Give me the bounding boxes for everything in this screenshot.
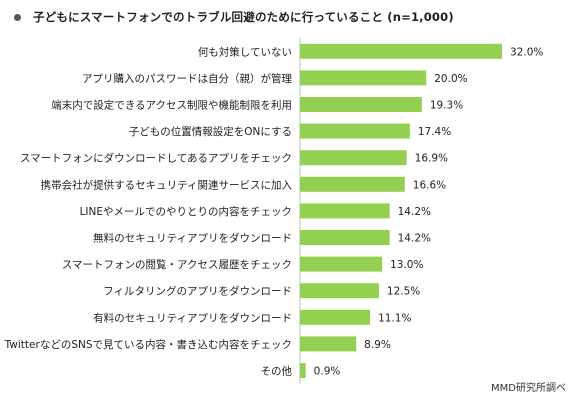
chart-title-area: 子どもにスマートフォンでのトラブル回避のために行っていること (n=1,000) — [14, 6, 454, 28]
value-label: 8.9% — [364, 339, 391, 351]
chart-title: 子どもにスマートフォンでのトラブル回避のために行っていること (n=1,000) — [33, 10, 454, 24]
value-label: 20.0% — [434, 73, 467, 85]
value-label: 12.5% — [387, 286, 420, 298]
bar — [300, 256, 383, 272]
bullet-icon — [14, 13, 21, 21]
category-label: 何も対策していない — [198, 45, 292, 58]
source-note: MMD研究所調べ — [491, 383, 566, 394]
category-label: 端末内で設定できるアクセス制限や機能制限を利用 — [51, 99, 292, 112]
category-label: 無料のセキュリティアプリをダウンロード — [93, 232, 292, 245]
bar — [300, 176, 405, 192]
category-label: スマートフォンにダウンロードしてあるアプリをチェック — [20, 152, 292, 165]
value-label: 14.2% — [398, 206, 431, 218]
category-label: スマートフォンの閲覧・アクセス履歴をチェック — [62, 258, 292, 271]
value-label: 16.9% — [415, 153, 448, 165]
category-label: 有料のセキュリティアプリをダウンロード — [93, 311, 292, 324]
bar — [300, 203, 390, 219]
category-label: LINEやメールでのやりとりの内容をチェック — [80, 205, 292, 218]
bar — [300, 363, 306, 378]
bar — [300, 309, 371, 325]
value-label: 19.3% — [430, 100, 463, 112]
bar — [300, 150, 407, 166]
category-label: フィルタリングのアプリをダウンロード — [103, 285, 292, 298]
value-label: 11.1% — [378, 312, 411, 324]
bar — [300, 97, 422, 112]
bar — [300, 336, 357, 352]
bar — [300, 123, 410, 139]
value-label: 16.6% — [413, 179, 446, 191]
bar — [300, 283, 379, 299]
value-label: 32.0% — [510, 46, 543, 58]
value-label: 14.2% — [398, 233, 431, 245]
bar — [300, 70, 427, 86]
category-label: TwitterなどのSNSで見ている内容・書き込む内容をチェック — [4, 338, 292, 351]
category-label: 携帯会社が提供するセキュリティ関連サービスに加入 — [41, 178, 293, 191]
value-label: 13.0% — [390, 259, 423, 271]
category-label: 子どもの位置情報設定をONにする — [129, 125, 292, 138]
category-label: アプリ購入のパスワードは自分（親）が管理 — [82, 72, 292, 85]
bar — [300, 230, 390, 245]
value-label: 0.9% — [314, 366, 341, 378]
bar — [300, 43, 502, 59]
category-label: その他 — [261, 365, 293, 378]
value-label: 17.4% — [418, 126, 451, 138]
